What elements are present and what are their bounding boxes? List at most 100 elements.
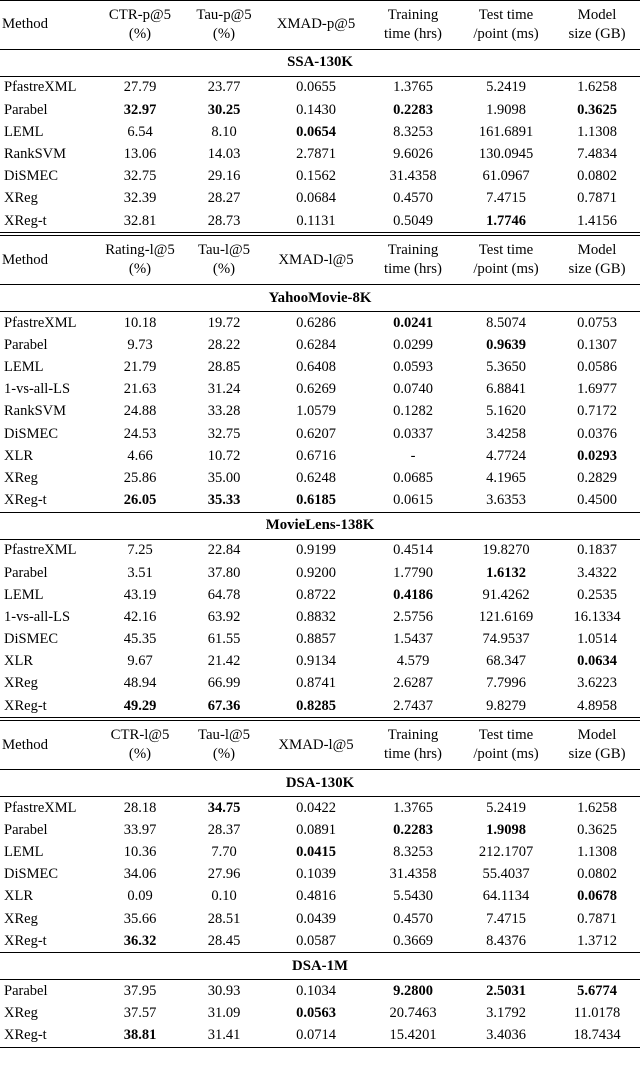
metric-value: 32.75: [123, 168, 157, 185]
table-row: XReg-t 26.05 35.33 0.6185 0.0615 3.6353 0.4500: [0, 489, 640, 513]
metric-value: 0.4816: [296, 888, 336, 905]
metric-value: 0.3625: [577, 101, 617, 118]
table-row: XReg 37.57 31.09 0.0563 20.7463 3.1792 11.0178: [0, 1003, 640, 1025]
metric-value: 0.3669: [368, 930, 458, 954]
metric-value: 4.66: [127, 447, 153, 464]
metric-value: 22.84: [207, 542, 241, 559]
dataset-section-title: DSA-1M: [0, 952, 640, 981]
metric-value: 0.6207: [296, 425, 336, 442]
metric-value: 1.7790: [393, 564, 433, 581]
metric-value: 0.4570: [393, 910, 433, 927]
metric-value: 0.0241: [393, 314, 433, 331]
column-header: CTR-l@5 (%): [96, 719, 184, 771]
column-header: Test time/point (ms): [458, 234, 554, 286]
metric-value: 1.9098: [486, 821, 526, 838]
table-row: DiSMEC 32.75 29.16 0.1562 31.4358 61.0967 0.08…: [0, 166, 640, 188]
metric-value: 33.97: [123, 821, 157, 838]
metric-value: 0.3625: [577, 821, 617, 838]
metric-value: 66.99: [207, 675, 241, 692]
method-name: DiSMEC: [4, 631, 58, 648]
dataset-section-title: SSA-130K: [0, 49, 640, 77]
column-header: Model size (GB): [554, 234, 640, 286]
metric-value: 49.29: [96, 695, 184, 722]
table-row: XReg 25.86 35.00 0.6248 0.0685 4.1965 0.2829: [0, 467, 640, 489]
metric-value: 37.80: [207, 564, 241, 581]
table-row: DiSMEC 45.35 61.55 0.8857 1.5437 74.9537 1.051…: [0, 629, 640, 651]
metric-value: 8.3253: [393, 844, 433, 861]
metric-value: 0.6716: [296, 447, 336, 464]
table-row: LEML 10.36 7.70 0.0415 8.3253 212.1707 1.1308: [0, 842, 640, 864]
method-name: LEML: [4, 123, 44, 140]
method-name: DiSMEC: [4, 168, 58, 185]
metric-value: 1.6258: [577, 79, 617, 96]
column-header: Test time/point (ms): [458, 719, 554, 771]
metric-value: 7.7996: [486, 675, 526, 692]
table-row: PfastreXML 10.18 19.72 0.6286 0.0241 8.5074 0.…: [0, 312, 640, 335]
column-header: Tau-l@5 (%): [184, 719, 264, 771]
metric-value: 4.8958: [554, 695, 640, 722]
metric-value: 19.8270: [482, 542, 530, 559]
metric-value: 15.4201: [389, 1027, 437, 1044]
metric-value: 14.03: [207, 146, 241, 163]
metric-value: 0.0439: [296, 910, 336, 927]
metric-value: 0.0685: [393, 469, 433, 486]
method-name: 1-vs-all-LS: [4, 381, 71, 398]
metric-value: 18.7434: [573, 1027, 621, 1044]
metric-value: 0.8857: [296, 631, 336, 648]
metric-value: 26.05: [96, 489, 184, 513]
metric-value: 1.6258: [577, 799, 617, 816]
metric-value: 0.0376: [577, 425, 617, 442]
metric-value: 9.6026: [393, 146, 433, 163]
metric-value: 0.0802: [577, 168, 617, 185]
metric-value: 3.6353: [458, 489, 554, 513]
metric-value: 35.66: [123, 910, 157, 927]
metric-value: 24.88: [123, 403, 157, 420]
table-row: DiSMEC 34.06 27.96 0.1039 31.4358 55.4037 0.08…: [0, 864, 640, 886]
method-name: PfastreXML: [4, 542, 77, 559]
metric-value: 64.1134: [482, 888, 530, 905]
metric-value: 0.2535: [577, 586, 617, 603]
metric-value: 3.4258: [486, 425, 526, 442]
dataset-section-title: MovieLens-138K: [0, 512, 640, 540]
metric-value: 43.19: [123, 586, 157, 603]
table-row: Parabel 9.73 28.22 0.6284 0.0299 0.9639 0.1307: [0, 334, 640, 356]
method-name: Parabel: [4, 821, 48, 838]
metric-value: 0.1430: [296, 101, 336, 118]
method-name: XReg: [4, 190, 38, 207]
metric-value: 7.25: [127, 542, 153, 559]
metric-value: 0.9200: [296, 564, 336, 581]
metric-value: 1.9098: [486, 101, 526, 118]
metric-value: 45.35: [123, 631, 157, 648]
metric-value: 0.7871: [577, 910, 617, 927]
metric-value: 9.8279: [458, 695, 554, 722]
method-name: Parabel: [4, 101, 48, 118]
metric-value: 0.0563: [296, 1005, 336, 1022]
table-row: Parabel 33.97 28.37 0.0891 0.2283 1.9098 0.362…: [0, 819, 640, 841]
metric-value: 37.95: [123, 983, 157, 1000]
dataset-section-row: DSA-1M: [0, 952, 640, 981]
metric-value: 7.4715: [486, 910, 526, 927]
metric-value: 0.4500: [554, 489, 640, 513]
metric-value: 8.4376: [458, 930, 554, 954]
column-header: Training time (hrs): [368, 719, 458, 771]
table-row: Parabel 37.95 30.93 0.1034 9.2800 2.5031 5.677…: [0, 980, 640, 1003]
metric-value: 31.09: [207, 1005, 241, 1022]
column-header: CTR-p@5 (%): [96, 0, 184, 50]
metric-value: 6.8841: [486, 381, 526, 398]
metric-value: 0.0615: [368, 489, 458, 513]
table-row: LEML 43.19 64.78 0.8722 0.4186 91.4262 0.2535: [0, 584, 640, 606]
metric-value: 0.0684: [296, 190, 336, 207]
column-header: Model size (GB): [554, 0, 640, 50]
metric-value: 0.0593: [393, 359, 433, 376]
metric-value: 0.2283: [393, 821, 433, 838]
metric-value: 1.1308: [577, 123, 617, 140]
table-row: PfastreXML 7.25 22.84 0.9199 0.4514 19.8270 0.…: [0, 539, 640, 562]
metric-value: 0.1039: [296, 866, 336, 883]
metric-value: 61.0967: [482, 168, 530, 185]
metric-value: 0.1034: [296, 983, 336, 1000]
metric-value: 0.0654: [296, 123, 336, 140]
metric-value: 0.0587: [264, 930, 368, 954]
metric-value: 20.7463: [389, 1005, 437, 1022]
metric-value: 7.4834: [577, 146, 617, 163]
column-header: XMAD-l@5: [264, 719, 368, 771]
